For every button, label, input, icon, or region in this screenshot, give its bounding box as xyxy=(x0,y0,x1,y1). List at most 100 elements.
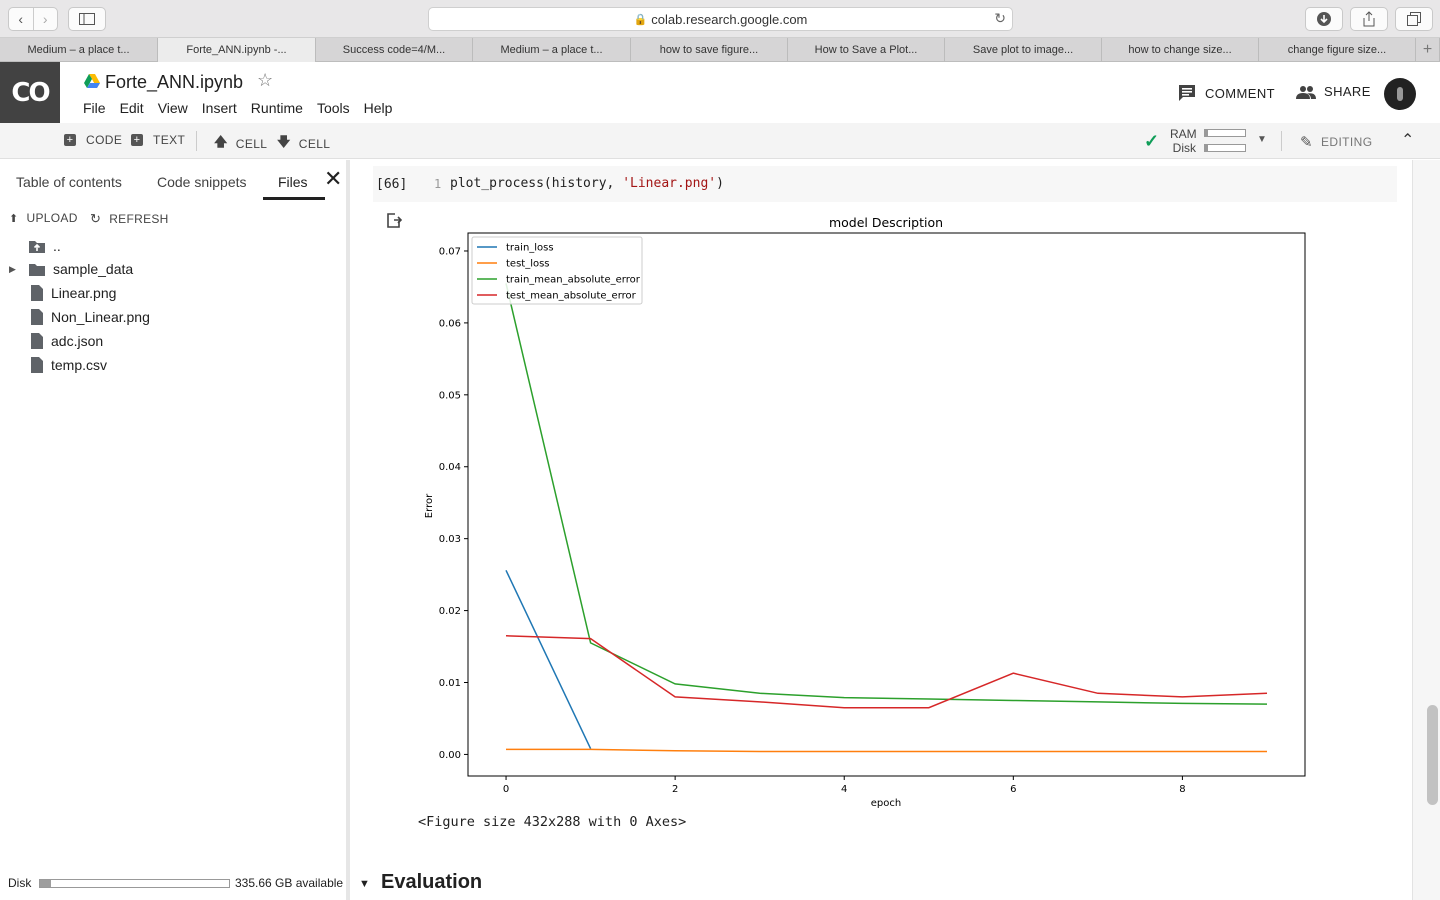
tab-code-snippets[interactable]: Code snippets xyxy=(157,174,247,190)
execution-count[interactable]: [66] xyxy=(376,177,408,192)
add-text-button[interactable]: + TEXT xyxy=(131,133,185,147)
browser-tab[interactable]: Save plot to image... xyxy=(945,38,1102,62)
move-cell-down-button[interactable]: 🡇 CELL xyxy=(277,133,330,155)
tab-table-of-contents[interactable]: Table of contents xyxy=(16,174,122,190)
add-code-button[interactable]: + CODE xyxy=(64,133,122,147)
y-tick-label: 0.06 xyxy=(439,318,461,329)
sidebar-toggle-button[interactable] xyxy=(68,7,106,31)
menu-runtime[interactable]: Runtime xyxy=(250,100,303,116)
scrollbar-thumb[interactable] xyxy=(1427,705,1438,805)
tabs-overview-button[interactable] xyxy=(1395,7,1433,31)
ram-meter[interactable] xyxy=(1204,129,1246,137)
menu-file[interactable]: File xyxy=(83,100,106,116)
y-tick-label: 0.03 xyxy=(439,534,461,545)
browser-tab[interactable]: How to Save a Plot... xyxy=(788,38,945,62)
file-row[interactable]: Non_Linear.png xyxy=(0,305,340,329)
file-name: Linear.png xyxy=(51,285,117,301)
caret-right-icon[interactable]: ▶ xyxy=(9,263,16,274)
loss-chart: model Description 0 2 4 6 80.000.010.020.030… xyxy=(424,215,1306,809)
file-row[interactable]: Linear.png xyxy=(0,281,340,305)
file-row[interactable]: adc.json xyxy=(0,329,340,353)
downloads-button[interactable] xyxy=(1305,7,1343,31)
browser-tab[interactable]: Success code=4/M... xyxy=(316,38,473,62)
browser-tab[interactable]: Medium – a place t... xyxy=(473,38,631,62)
x-tick-label: 4 xyxy=(841,784,847,795)
y-tick-label: 0.07 xyxy=(439,246,461,257)
file-row[interactable]: temp.csv xyxy=(0,353,340,377)
file-icon xyxy=(31,357,43,373)
share-page-button[interactable] xyxy=(1350,7,1388,31)
colab-logo[interactable]: CO xyxy=(0,62,60,123)
file-name: adc.json xyxy=(51,333,104,349)
tab-label: How to Save a Plot... xyxy=(814,44,918,56)
plus-icon: + xyxy=(1422,41,1433,58)
back-forward-buttons[interactable]: ‹ › xyxy=(8,7,58,31)
section-collapse-icon[interactable]: ▼ xyxy=(359,878,370,890)
people-icon xyxy=(1296,85,1316,99)
x-tick-label: 2 xyxy=(672,784,678,795)
menu-tools[interactable]: Tools xyxy=(316,100,350,116)
code-editor[interactable]: plot_process(history, 'Linear.png') xyxy=(450,176,724,191)
colab-header: CO Forte_ANN.ipynb ☆ File Edit View Inse… xyxy=(0,62,1440,123)
logo-text: CO xyxy=(11,77,50,108)
disk-meter[interactable] xyxy=(1204,144,1246,152)
browser-tab[interactable]: how to change size... xyxy=(1102,38,1259,62)
url-text: colab.research.google.com xyxy=(651,11,808,27)
series-line-test-loss xyxy=(506,748,1267,753)
forward-icon[interactable]: › xyxy=(42,11,48,27)
avatar[interactable] xyxy=(1384,78,1416,110)
collapse-header-icon[interactable]: ⌃ xyxy=(1401,132,1415,149)
tabs-icon xyxy=(1407,12,1421,26)
folder-icon xyxy=(29,264,45,276)
disk-usage-fill xyxy=(40,880,52,887)
cell-down-label: CELL xyxy=(298,137,331,151)
browser-tab[interactable]: how to save figure... xyxy=(631,38,788,62)
toolbar-divider xyxy=(196,131,197,151)
file-name: sample_data xyxy=(53,261,134,277)
move-cell-up-button[interactable]: 🡅 CELL xyxy=(214,133,267,155)
comment-button[interactable]: COMMENT xyxy=(1178,84,1275,102)
menu-help[interactable]: Help xyxy=(363,100,393,116)
tab-files[interactable]: Files xyxy=(278,174,308,190)
chevron-down-icon[interactable]: ▼ xyxy=(1257,134,1267,145)
tab-label: Medium – a place t... xyxy=(500,44,603,56)
share-button[interactable]: SHARE xyxy=(1296,84,1371,99)
section-heading: Evaluation xyxy=(381,871,483,893)
refresh-label: REFRESH xyxy=(109,212,169,226)
plus-icon: + xyxy=(64,134,76,146)
menu-insert[interactable]: Insert xyxy=(201,100,237,116)
star-icon[interactable]: ☆ xyxy=(257,70,274,90)
legend-label: test_mean_absolute_error xyxy=(506,291,637,302)
reload-icon[interactable]: ↻ xyxy=(994,10,1006,26)
upload-button[interactable]: ⬆ UPLOAD xyxy=(9,211,78,225)
back-icon[interactable]: ‹ xyxy=(18,11,24,27)
code-cell[interactable]: [66] 1 plot_process(history, 'Linear.png… xyxy=(373,166,1397,202)
address-bar[interactable]: 🔒 colab.research.google.com ↻ xyxy=(428,7,1013,31)
editing-mode-button[interactable]: ✎ EDITING xyxy=(1300,133,1372,151)
file-row-folder[interactable]: ▶ sample_data xyxy=(0,257,340,281)
series-line-train-loss xyxy=(505,569,592,750)
browser-tab[interactable]: Medium – a place t... xyxy=(0,38,158,62)
legend-label: train_mean_absolute_error xyxy=(506,275,641,286)
file-row-parent[interactable]: .. xyxy=(0,234,340,258)
browser-tab-active[interactable]: Forte_ANN.ipynb -... xyxy=(158,38,316,62)
lock-icon: 🔒 xyxy=(633,13,648,26)
refresh-button[interactable]: ↻ REFRESH xyxy=(90,211,169,227)
browser-tab[interactable]: change figure size... xyxy=(1259,38,1416,62)
tab-label: Forte_ANN.ipynb -... xyxy=(186,44,287,56)
plot-lines xyxy=(505,283,1268,753)
new-tab-button[interactable]: + xyxy=(1416,38,1440,62)
series-line-test-mean-absolute-error xyxy=(505,635,1268,709)
disk-usage-bar xyxy=(39,879,230,888)
close-icon[interactable]: ✕ xyxy=(324,166,343,191)
menu-edit[interactable]: Edit xyxy=(119,100,144,116)
disk-footer-label: Disk xyxy=(8,876,32,890)
file-name: .. xyxy=(53,238,61,254)
series-line-train-mean-absolute-error xyxy=(505,283,1268,705)
cell-up-label: CELL xyxy=(235,137,268,151)
plot-frame xyxy=(467,232,1306,777)
notebook-title[interactable]: Forte_ANN.ipynb xyxy=(105,72,244,92)
output-actions-icon[interactable] xyxy=(385,212,403,230)
menu-view[interactable]: View xyxy=(157,100,188,116)
legend-label: train_loss xyxy=(506,243,554,254)
